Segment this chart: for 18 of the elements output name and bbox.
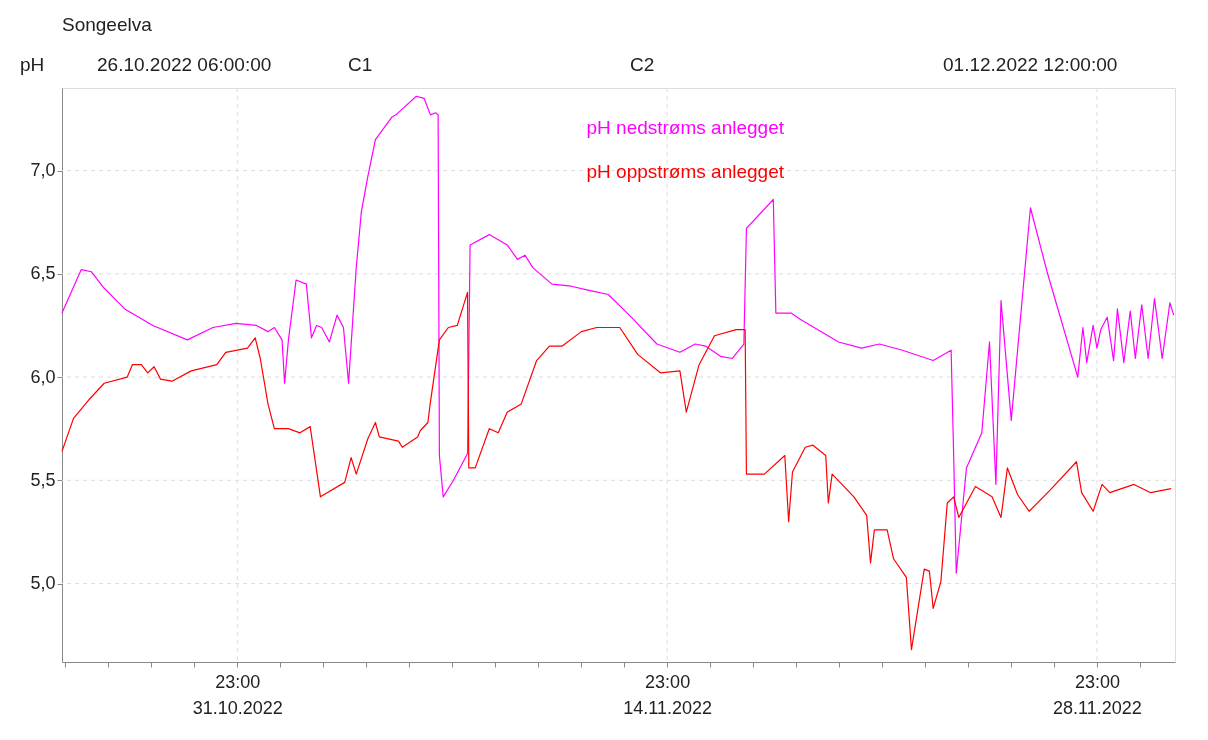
y-tick-label: 6,0	[30, 366, 56, 387]
text: C1	[348, 54, 373, 75]
line-series	[61, 95, 1175, 574]
line-series	[61, 291, 1172, 651]
x-tick-label: 23:00 31.10.2022	[192, 671, 283, 718]
y-tick-label: 5,0	[30, 573, 56, 594]
x-tick-label: 23:00 14.11.2022	[623, 671, 712, 718]
chart-title: Songeelva	[62, 14, 153, 35]
text: pH nedstrøms anlegget	[586, 117, 785, 138]
y-tick-label: 7,0	[30, 160, 56, 181]
y-tick-label: 6,5	[30, 263, 56, 284]
text: 01.12.2022 12:00:00	[943, 54, 1118, 75]
y-tick-label: 5,5	[30, 469, 56, 490]
text: C2	[630, 54, 655, 75]
x-tick-label: 23:00 28.11.2022	[1053, 671, 1142, 718]
text: 26.10.2022 06:00:00	[97, 54, 272, 75]
text: pH oppstrøms anlegget	[586, 161, 785, 182]
y-axis-title: pH	[20, 54, 45, 75]
